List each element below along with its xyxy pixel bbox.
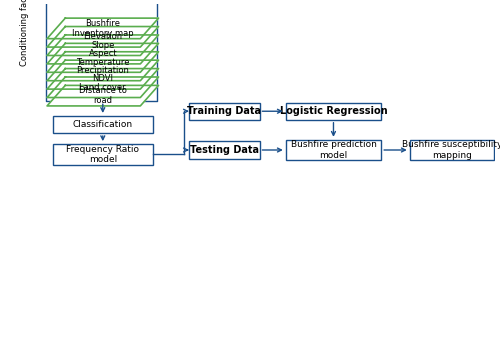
FancyBboxPatch shape	[189, 141, 260, 159]
Polygon shape	[47, 35, 158, 55]
Polygon shape	[47, 86, 158, 106]
Text: Precipitation: Precipitation	[76, 66, 129, 75]
Text: Logistic Regression: Logistic Regression	[280, 106, 388, 116]
Text: Land cover: Land cover	[80, 83, 126, 92]
Polygon shape	[47, 69, 158, 89]
Text: Bushfire prediction
model: Bushfire prediction model	[290, 140, 376, 160]
Polygon shape	[47, 52, 158, 72]
FancyBboxPatch shape	[189, 103, 260, 120]
Text: NDVI: NDVI	[92, 74, 114, 83]
Text: Classification: Classification	[72, 120, 133, 129]
Text: Bushfire susceptibility
mapping: Bushfire susceptibility mapping	[402, 140, 500, 160]
Polygon shape	[47, 43, 158, 64]
Text: Testing Data: Testing Data	[190, 145, 259, 155]
Polygon shape	[47, 18, 158, 39]
Text: Slope: Slope	[91, 41, 114, 50]
FancyBboxPatch shape	[410, 140, 494, 160]
Polygon shape	[47, 60, 158, 81]
FancyBboxPatch shape	[286, 103, 382, 120]
Text: Conditioning factors and inventory map: Conditioning factors and inventory map	[20, 0, 28, 66]
Text: Aspect: Aspect	[88, 49, 117, 58]
Text: Training Data: Training Data	[188, 106, 262, 116]
Text: Bushfire
Inventory map: Bushfire Inventory map	[72, 19, 134, 38]
Text: Distance to
road: Distance to road	[79, 86, 126, 105]
Text: Frequency Ratio
model: Frequency Ratio model	[66, 144, 140, 164]
FancyBboxPatch shape	[286, 140, 382, 160]
FancyBboxPatch shape	[52, 144, 153, 165]
FancyBboxPatch shape	[52, 116, 153, 133]
Text: Elevation: Elevation	[83, 32, 122, 41]
Polygon shape	[47, 27, 158, 47]
Text: Temperature: Temperature	[76, 58, 130, 66]
Polygon shape	[47, 77, 158, 98]
